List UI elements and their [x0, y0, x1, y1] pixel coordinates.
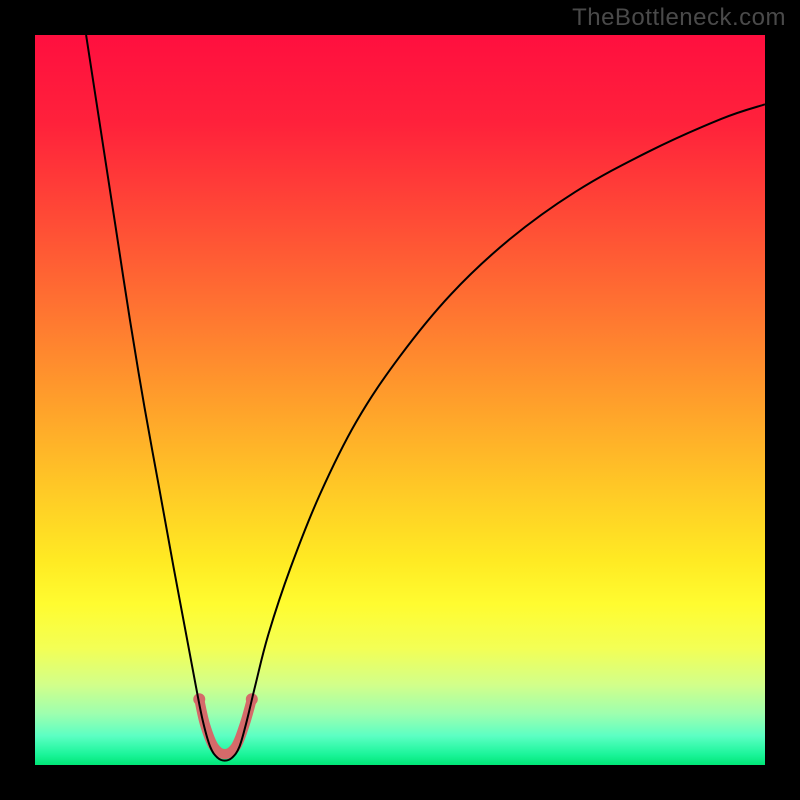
highlight-segment [199, 699, 252, 754]
plot-area [35, 35, 765, 765]
curve-layer [35, 35, 765, 765]
chart-stage: TheBottleneck.com [0, 0, 800, 800]
bottleneck-curve [86, 35, 765, 761]
watermark-text: TheBottleneck.com [572, 4, 786, 32]
highlight-endpoints [193, 693, 258, 705]
